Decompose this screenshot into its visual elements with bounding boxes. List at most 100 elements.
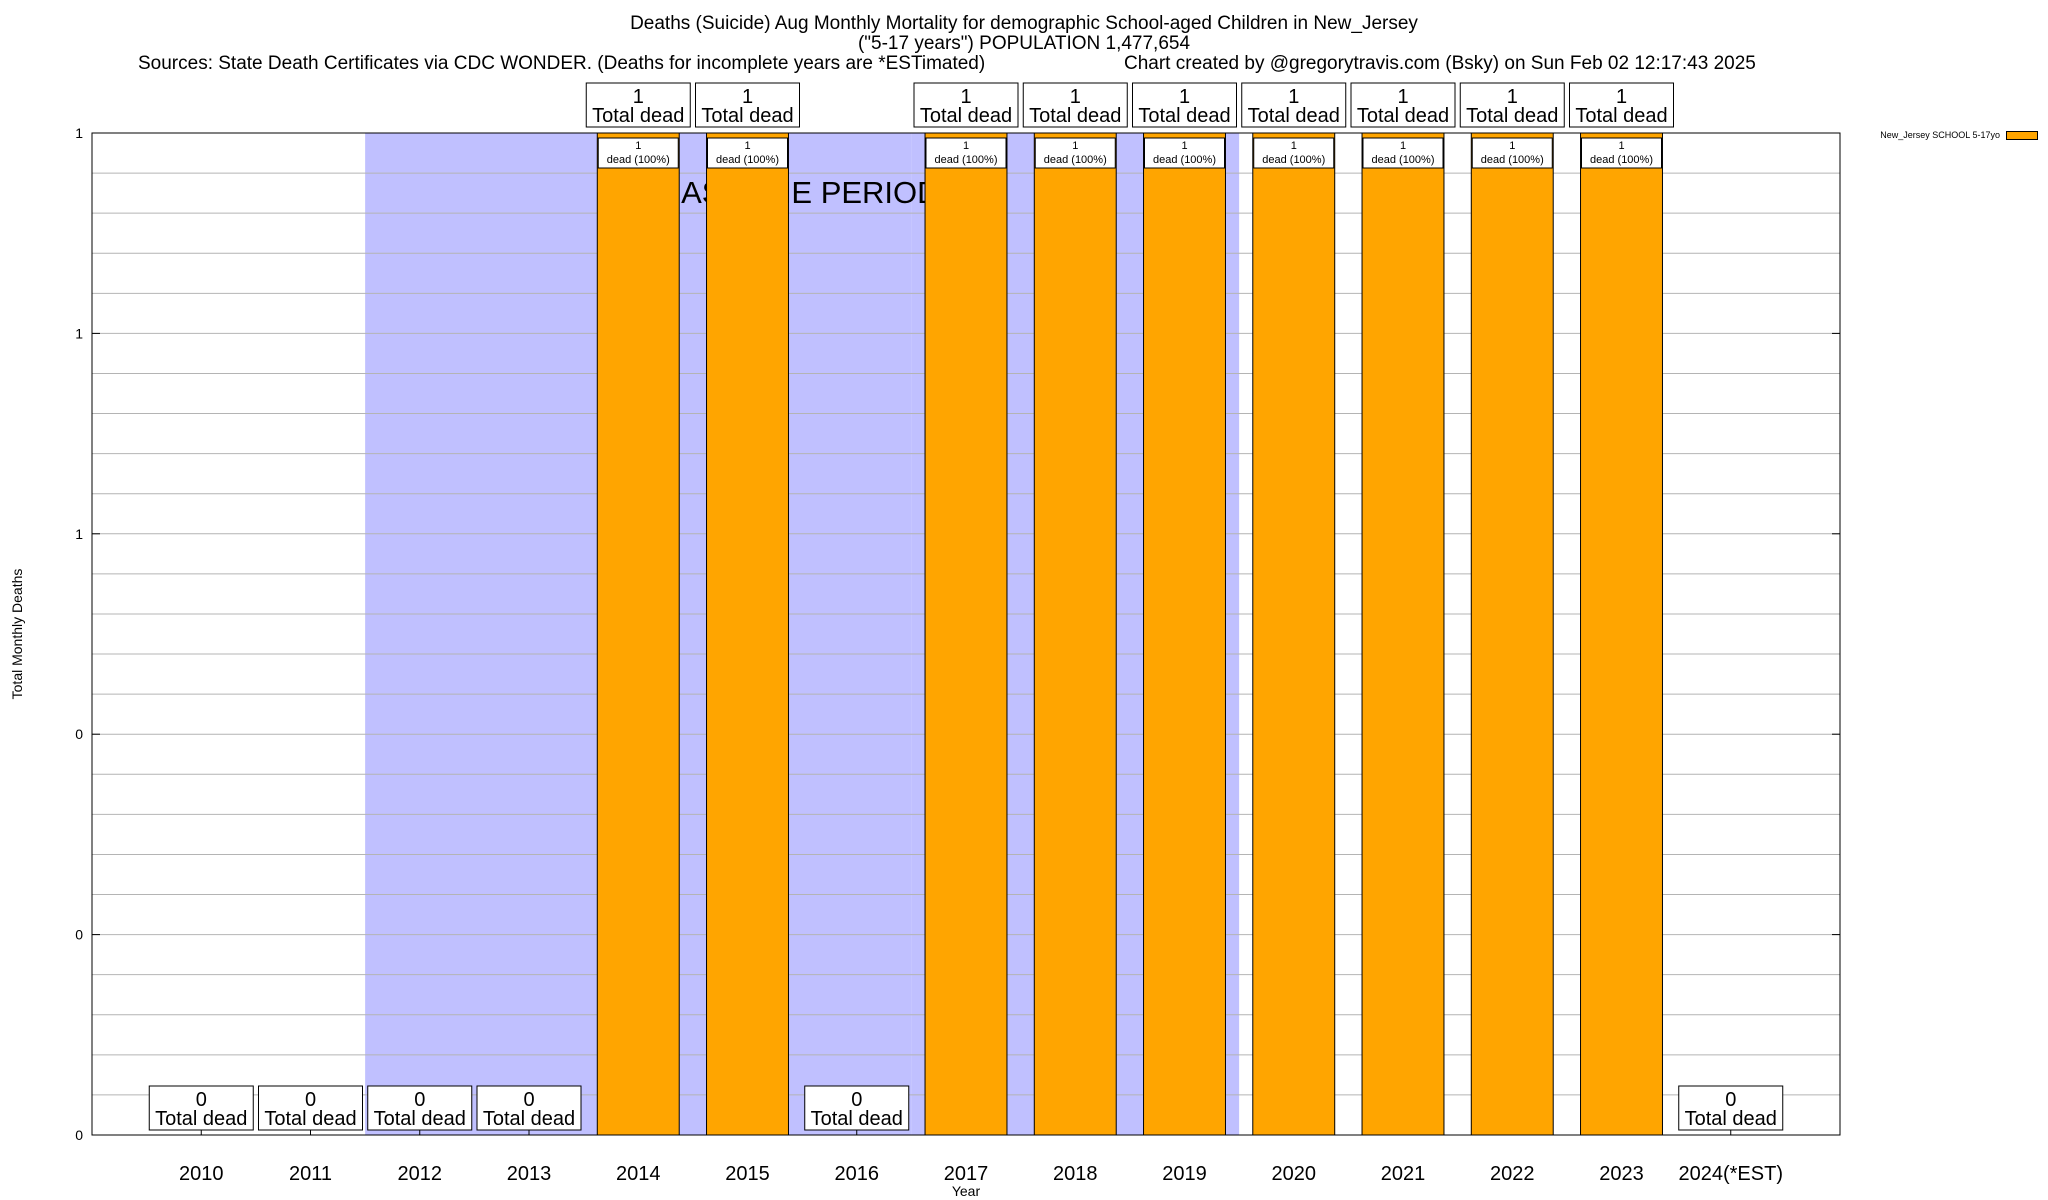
bar-label-box xyxy=(1034,137,1116,169)
bar-percent-label: dead (100%) xyxy=(935,154,998,166)
x-tick-label: 2016 xyxy=(835,1163,880,1185)
chart-subtitle: ("5-17 years") POPULATION 1,477,654 xyxy=(857,33,1191,54)
bar-label-box xyxy=(1144,137,1225,169)
bar xyxy=(1033,132,1117,1136)
chart-sources: Sources: State Death Certificates via CD… xyxy=(138,53,986,74)
total-label-box xyxy=(1459,82,1565,128)
bar xyxy=(924,132,1008,1136)
y-tick-label: 0 xyxy=(75,1127,83,1143)
total-label-box xyxy=(804,1085,910,1131)
total-dead-label: Total dead xyxy=(1029,105,1121,127)
total-dead-label: Total dead xyxy=(920,105,1012,127)
bar-percent-label: dead (100%) xyxy=(1262,154,1325,166)
x-tick-label: 2015 xyxy=(725,1163,770,1185)
total-label-box xyxy=(1022,82,1128,128)
total-dead-label: Total dead xyxy=(1248,105,1340,127)
bar-label-box xyxy=(1253,137,1335,169)
x-tick-label: 2019 xyxy=(1162,1163,1207,1185)
baseline-period-label: BASELINE PERIOD xyxy=(660,175,939,210)
bar xyxy=(1252,132,1336,1136)
total-value-label: 0 xyxy=(196,1089,207,1111)
total-label-box xyxy=(695,82,800,128)
total-label-box xyxy=(1241,82,1347,128)
total-value-label: 0 xyxy=(851,1089,862,1111)
bar-label-box xyxy=(1471,137,1553,169)
total-dead-label: Total dead xyxy=(1466,105,1558,127)
bar-percent-label: dead (100%) xyxy=(1372,154,1435,166)
total-label-box xyxy=(258,1085,363,1131)
total-label-box xyxy=(585,82,691,128)
bar-label-box xyxy=(707,137,788,169)
bar-value-label: 1 xyxy=(1618,140,1624,152)
bar-percent-label: dead (100%) xyxy=(1590,154,1653,166)
total-value-label: 1 xyxy=(1179,86,1190,108)
y-tick-label: 1 xyxy=(75,325,83,341)
bar-label-box xyxy=(1581,137,1662,169)
bar-label-box xyxy=(1362,137,1444,169)
bar xyxy=(1580,132,1663,1136)
bar-value-label: 1 xyxy=(744,140,750,152)
total-label-box xyxy=(1350,82,1456,128)
total-label-box xyxy=(1569,82,1674,128)
x-tick-label: 2022 xyxy=(1490,1163,1535,1185)
bar-percent-label: dead (100%) xyxy=(1153,154,1216,166)
total-dead-label: Total dead xyxy=(155,1108,247,1130)
bar xyxy=(1361,132,1445,1136)
bar xyxy=(1143,132,1226,1136)
bar-value-label: 1 xyxy=(1509,140,1515,152)
bar-value-label: 1 xyxy=(1400,140,1406,152)
bar-value-label: 1 xyxy=(1072,140,1078,152)
total-label-box xyxy=(1132,82,1237,128)
total-value-label: 1 xyxy=(1507,86,1518,108)
x-tick-label: 2013 xyxy=(507,1163,552,1185)
x-tick-label: 2021 xyxy=(1381,1163,1426,1185)
total-value-label: 1 xyxy=(633,86,644,108)
total-value-label: 0 xyxy=(305,1089,316,1111)
x-tick-label: 2014 xyxy=(616,1163,661,1185)
total-dead-label: Total dead xyxy=(374,1108,466,1130)
total-dead-label: Total dead xyxy=(1685,1108,1777,1130)
bar-label-box xyxy=(925,137,1007,169)
bar xyxy=(706,132,789,1136)
total-value-label: 1 xyxy=(1397,86,1408,108)
x-tick-label: 2012 xyxy=(398,1163,443,1185)
total-label-box xyxy=(367,1085,473,1131)
chart-title: Deaths (Suicide) Aug Monthly Mortality f… xyxy=(630,13,1418,34)
bar-value-label: 1 xyxy=(1181,140,1187,152)
total-dead-label: Total dead xyxy=(1357,105,1449,127)
total-value-label: 1 xyxy=(742,86,753,108)
total-label-box xyxy=(1678,1085,1784,1131)
x-tick-label: 2020 xyxy=(1272,1163,1317,1185)
legend-label: New_Jersey SCHOOL 5-17yo xyxy=(1880,130,2000,140)
total-dead-label: Total dead xyxy=(483,1108,575,1130)
total-value-label: 0 xyxy=(1725,1089,1736,1111)
total-value-label: 1 xyxy=(960,86,971,108)
total-label-box xyxy=(148,1085,254,1131)
y-axis-label: Total Monthly Deaths xyxy=(9,569,25,700)
bar xyxy=(1470,132,1554,1136)
bar xyxy=(596,132,680,1136)
total-dead-label: Total dead xyxy=(264,1108,356,1130)
total-value-label: 1 xyxy=(1616,86,1627,108)
y-tick-label: 1 xyxy=(75,526,83,542)
total-value-label: 0 xyxy=(523,1089,534,1111)
bar-value-label: 1 xyxy=(1291,140,1297,152)
chart-credit: Chart created by @gregorytravis.com (Bsk… xyxy=(1124,53,1756,74)
x-tick-label: 2023 xyxy=(1599,1163,1644,1185)
legend-swatch xyxy=(2006,130,2038,140)
bar-percent-label: dead (100%) xyxy=(607,154,670,166)
total-dead-label: Total dead xyxy=(1138,105,1230,127)
total-label-box xyxy=(476,1085,582,1131)
bar-percent-label: dead (100%) xyxy=(1481,154,1544,166)
bar-value-label: 1 xyxy=(963,140,969,152)
x-tick-label: 2017 xyxy=(944,1163,989,1185)
bar-percent-label: dead (100%) xyxy=(1044,154,1107,166)
y-tick-label: 0 xyxy=(75,927,83,943)
x-axis-label: Year xyxy=(952,1183,981,1199)
total-dead-label: Total dead xyxy=(592,105,684,127)
x-tick-label: 2010 xyxy=(179,1163,224,1185)
total-label-box xyxy=(913,82,1019,128)
x-tick-label: 2011 xyxy=(289,1163,332,1185)
x-tick-label: 2024(*EST) xyxy=(1679,1163,1784,1185)
